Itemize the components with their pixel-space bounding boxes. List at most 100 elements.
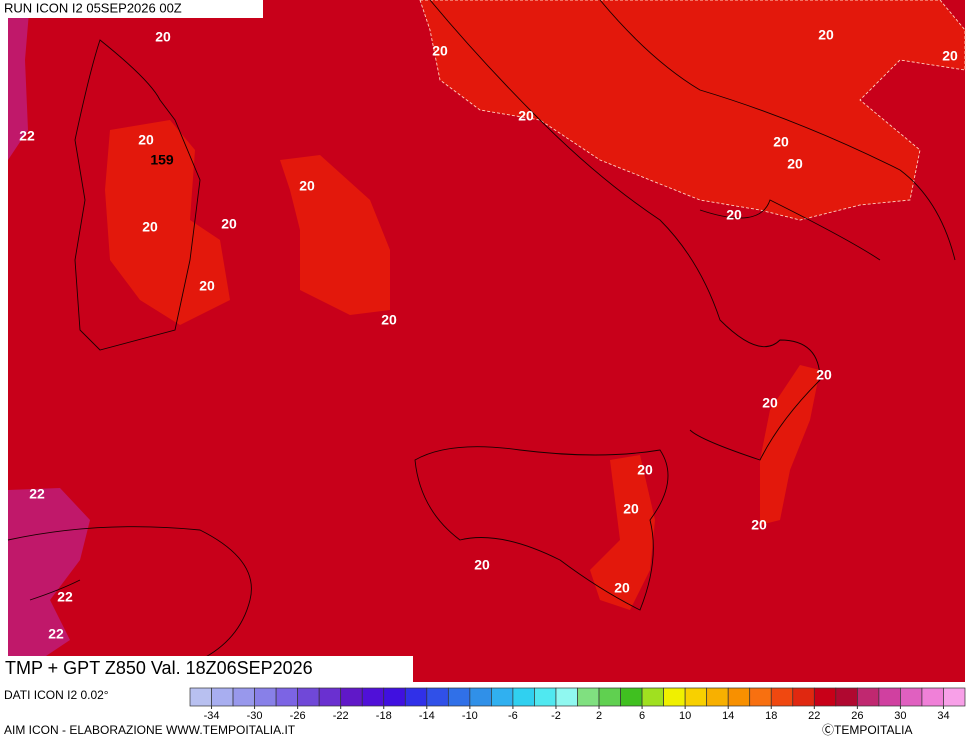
colorbar-swatch	[318, 687, 342, 707]
colorbar-tick-label: -2	[551, 710, 561, 722]
title-box	[0, 656, 413, 683]
colorbar-swatch	[770, 687, 794, 707]
contour-label: 22	[29, 486, 45, 502]
contour-label: 20	[787, 156, 803, 172]
contour-labels: 20 20 20 20 22 20 159 20 20 20 20 20 20 20 20 20 20 20 20 2…	[19, 27, 958, 642]
colorbar-swatch	[835, 687, 858, 707]
colorbar-swatch	[469, 687, 492, 707]
colorbar-tick-label: 14	[722, 710, 734, 722]
contour-label: 20	[773, 134, 789, 150]
contour-label: 20	[142, 219, 158, 235]
colorbar-swatch	[340, 687, 363, 707]
coastline	[414, 446, 669, 611]
colorbar-swatch	[361, 687, 385, 707]
colorbar-tick-label: 22	[808, 710, 820, 722]
colorbar-swatch	[641, 687, 664, 707]
colorbar-tick-label: -30	[247, 710, 263, 722]
cooler-area	[280, 155, 390, 315]
colorbar-swatch	[813, 687, 837, 707]
coastline	[429, 0, 956, 461]
colorbar-tick-label: -6	[508, 710, 518, 722]
colorbar-swatch	[404, 687, 428, 707]
header-box	[0, 0, 263, 18]
contour-label: 20	[751, 517, 767, 533]
contour-label: 22	[19, 128, 35, 144]
contour-label: 20	[474, 557, 490, 573]
colorbar-tick-label: 10	[679, 710, 691, 722]
colorbar-swatch	[426, 687, 449, 707]
colorbar-swatch	[727, 687, 751, 707]
colorbar-tick-label: 18	[765, 710, 777, 722]
colorbar-swatch	[900, 687, 923, 707]
colorbar-swatch	[383, 687, 406, 707]
contour-label: 20	[762, 395, 778, 411]
colorbar-tick-label: 26	[851, 710, 863, 722]
contour-label: 20	[381, 312, 397, 328]
colorbar-swatch	[232, 687, 255, 707]
contour-label: 20	[614, 580, 630, 596]
colorbar-tick-label: -14	[419, 710, 435, 722]
contour-label: 20	[221, 216, 237, 232]
colorbar-tick-label: 34	[937, 710, 949, 722]
cooler-area	[590, 455, 655, 610]
contour-label: 20	[518, 108, 534, 124]
coastline	[74, 39, 201, 351]
colorbar-swatch	[211, 687, 234, 707]
contour-label: 20	[726, 207, 742, 223]
colorbar-swatch	[921, 687, 944, 707]
colorbar-swatch	[555, 687, 578, 707]
contour-label: 159	[150, 152, 174, 168]
title: TMP + GPT Z850 Val. 18Z06SEP2026	[5, 658, 313, 678]
contour-label: 20	[432, 43, 448, 59]
cooler-area	[105, 120, 230, 325]
colorbar-swatch	[534, 687, 557, 707]
colorbar-swatch	[189, 687, 212, 707]
colorbar-swatch	[254, 687, 277, 707]
colorbar-swatch	[275, 687, 298, 707]
colorbar-swatch	[598, 687, 621, 707]
colorbar-tick-label: 2	[596, 710, 602, 722]
colorbar-swatch	[447, 687, 471, 707]
colorbar-swatch	[684, 687, 708, 707]
contour-label: 22	[57, 589, 73, 605]
coastline	[7, 526, 252, 661]
colorbar-tick-label: -10	[462, 710, 478, 722]
colorbar-swatch	[512, 687, 535, 707]
colorbar-tick-label: -26	[290, 710, 306, 722]
contour-label: 20	[942, 48, 958, 64]
colorbar-swatch	[749, 687, 772, 707]
warm-area	[8, 488, 90, 660]
contour-label: 20	[199, 278, 215, 294]
contour-label: 20	[818, 27, 834, 43]
header: RUN ICON I2 05SEP2026 00Z	[4, 0, 182, 15]
contour-label: 20	[816, 367, 832, 383]
colorbar-tick-label: 30	[894, 710, 906, 722]
copyright: ⒸTEMPOITALIA	[822, 723, 912, 737]
warm-area	[8, 0, 30, 160]
cooler-area	[419, 0, 966, 221]
contour-label: 20	[623, 501, 639, 517]
colorbar-swatch	[577, 687, 600, 707]
colorbar-tick-label: -34	[204, 710, 220, 722]
contour-label: 20	[155, 29, 171, 45]
colorbar-swatch	[792, 687, 815, 707]
map	[7, 0, 966, 682]
colorbar-swatch	[620, 687, 643, 707]
colorbar-swatch	[663, 687, 686, 707]
colorbar-swatch	[943, 687, 966, 707]
source: DATI ICON I2 0.02°	[4, 688, 109, 702]
colorbar-swatch	[878, 687, 901, 707]
colorbar: -34 -30 -26 -22 -18 -14 -10 -6 -2 2 6 10 14 18 22 26 30 3…	[189, 687, 966, 722]
colorbar-swatch	[297, 687, 320, 707]
contour-label: 20	[138, 132, 154, 148]
colorbar-swatch	[706, 687, 729, 707]
colorbar-tick-label: 6	[639, 710, 645, 722]
colorbar-swatch	[491, 687, 514, 707]
colorbar-tick-label: -18	[376, 710, 392, 722]
colorbar-tick-label: -22	[333, 710, 349, 722]
contour-label: 22	[48, 626, 64, 642]
contour-label: 20	[637, 462, 653, 478]
credit: AIM ICON - ELABORAZIONE WWW.TEMPOITALIA.…	[4, 723, 296, 737]
contour-label: 20	[299, 178, 315, 194]
